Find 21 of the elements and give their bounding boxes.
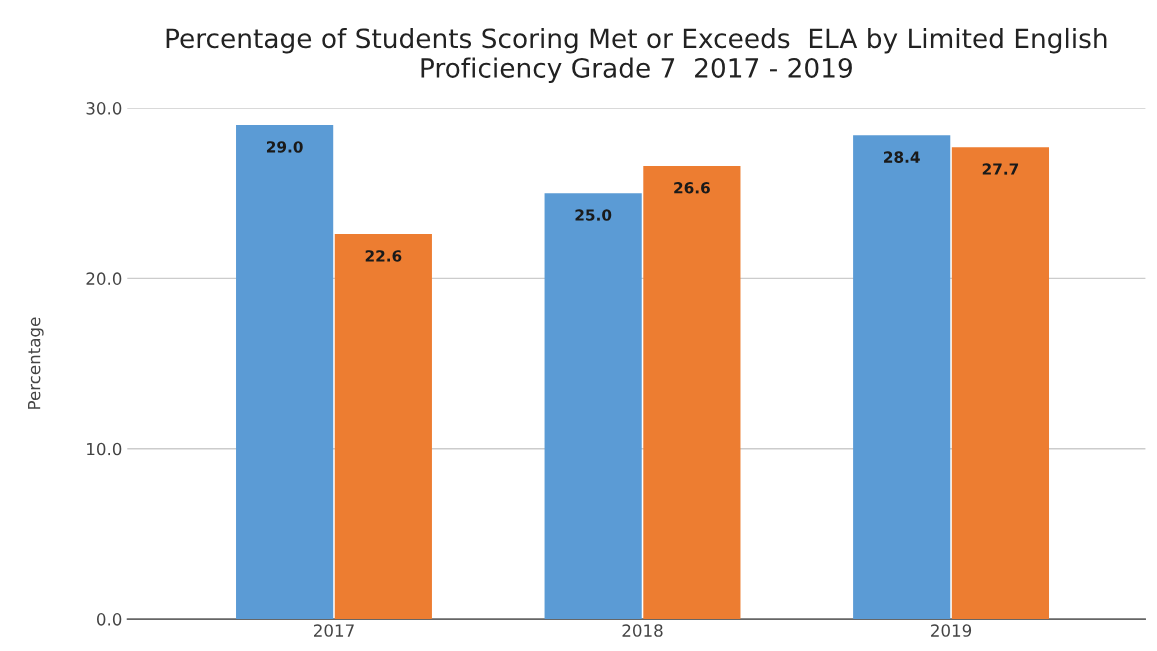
data-label: 22.6 (365, 250, 402, 262)
data-label: 26.6 (674, 182, 710, 194)
bar (334, 234, 432, 620)
y-tick-label: 0.0 (97, 613, 122, 626)
x-tick-label: 2018 (622, 624, 663, 637)
bar (643, 165, 741, 620)
y-tick-label: 10.0 (87, 442, 122, 456)
data-label: 25.0 (575, 209, 612, 221)
x-tick-label: 2019 (931, 624, 972, 637)
data-label: 28.4 (884, 151, 920, 163)
bar (236, 125, 334, 620)
data-label: 27.7 (982, 163, 1019, 175)
chart-title: Percentage of Students Scoring Met or Exceeds ELA by Limited English Proficiency Grade 7 2017 - 2019 (166, 27, 1107, 83)
bar (951, 147, 1050, 620)
bar (544, 193, 642, 620)
y-axis-title: Percentage (28, 317, 44, 409)
y-tick-label: 20.0 (86, 272, 122, 285)
data-label: 29.0 (266, 141, 303, 153)
bar (853, 135, 951, 620)
y-tick-label: 30.0 (86, 102, 122, 115)
x-tick-label: 2017 (314, 624, 354, 637)
